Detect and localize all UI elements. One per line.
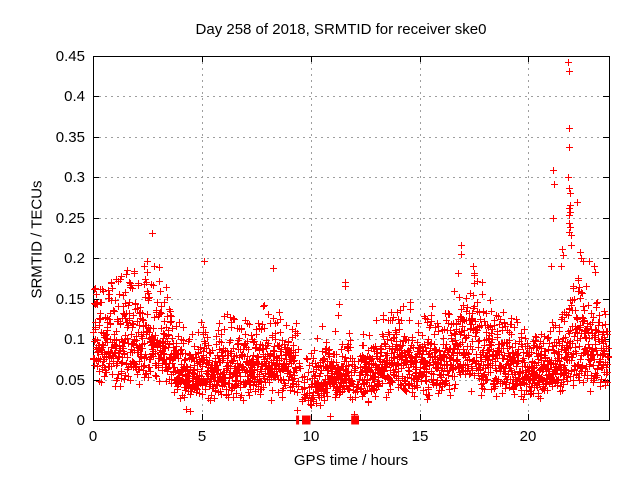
y-tick-label: 0 [77,412,85,429]
zero-value-marker [351,415,359,425]
zero-value-marker [296,415,300,425]
x-tick-label: 15 [412,428,429,445]
x-axis-label: GPS time / hours [293,452,409,469]
zero-value-marker [302,415,311,425]
y-tick-label: 0.35 [56,129,85,146]
x-tick-label: 0 [89,428,97,445]
chart-title: Day 258 of 2018, SRMTID for receiver ske… [195,21,487,38]
y-tick-label: 0.1 [64,331,85,348]
y-tick-label: 0.45 [56,48,85,65]
y-tick-label: 0.15 [56,291,85,308]
y-tick-label: 0.3 [64,169,85,186]
x-tick-label: 10 [303,428,320,445]
y-tick-label: 0.25 [56,210,85,227]
x-tick-label: 5 [198,428,206,445]
x-tick-label: 20 [520,428,537,445]
scatter-points [90,59,612,420]
y-tick-label: 0.2 [64,250,85,267]
y-tick-label: 0.4 [64,88,85,105]
y-tick-label: 0.05 [56,372,85,389]
